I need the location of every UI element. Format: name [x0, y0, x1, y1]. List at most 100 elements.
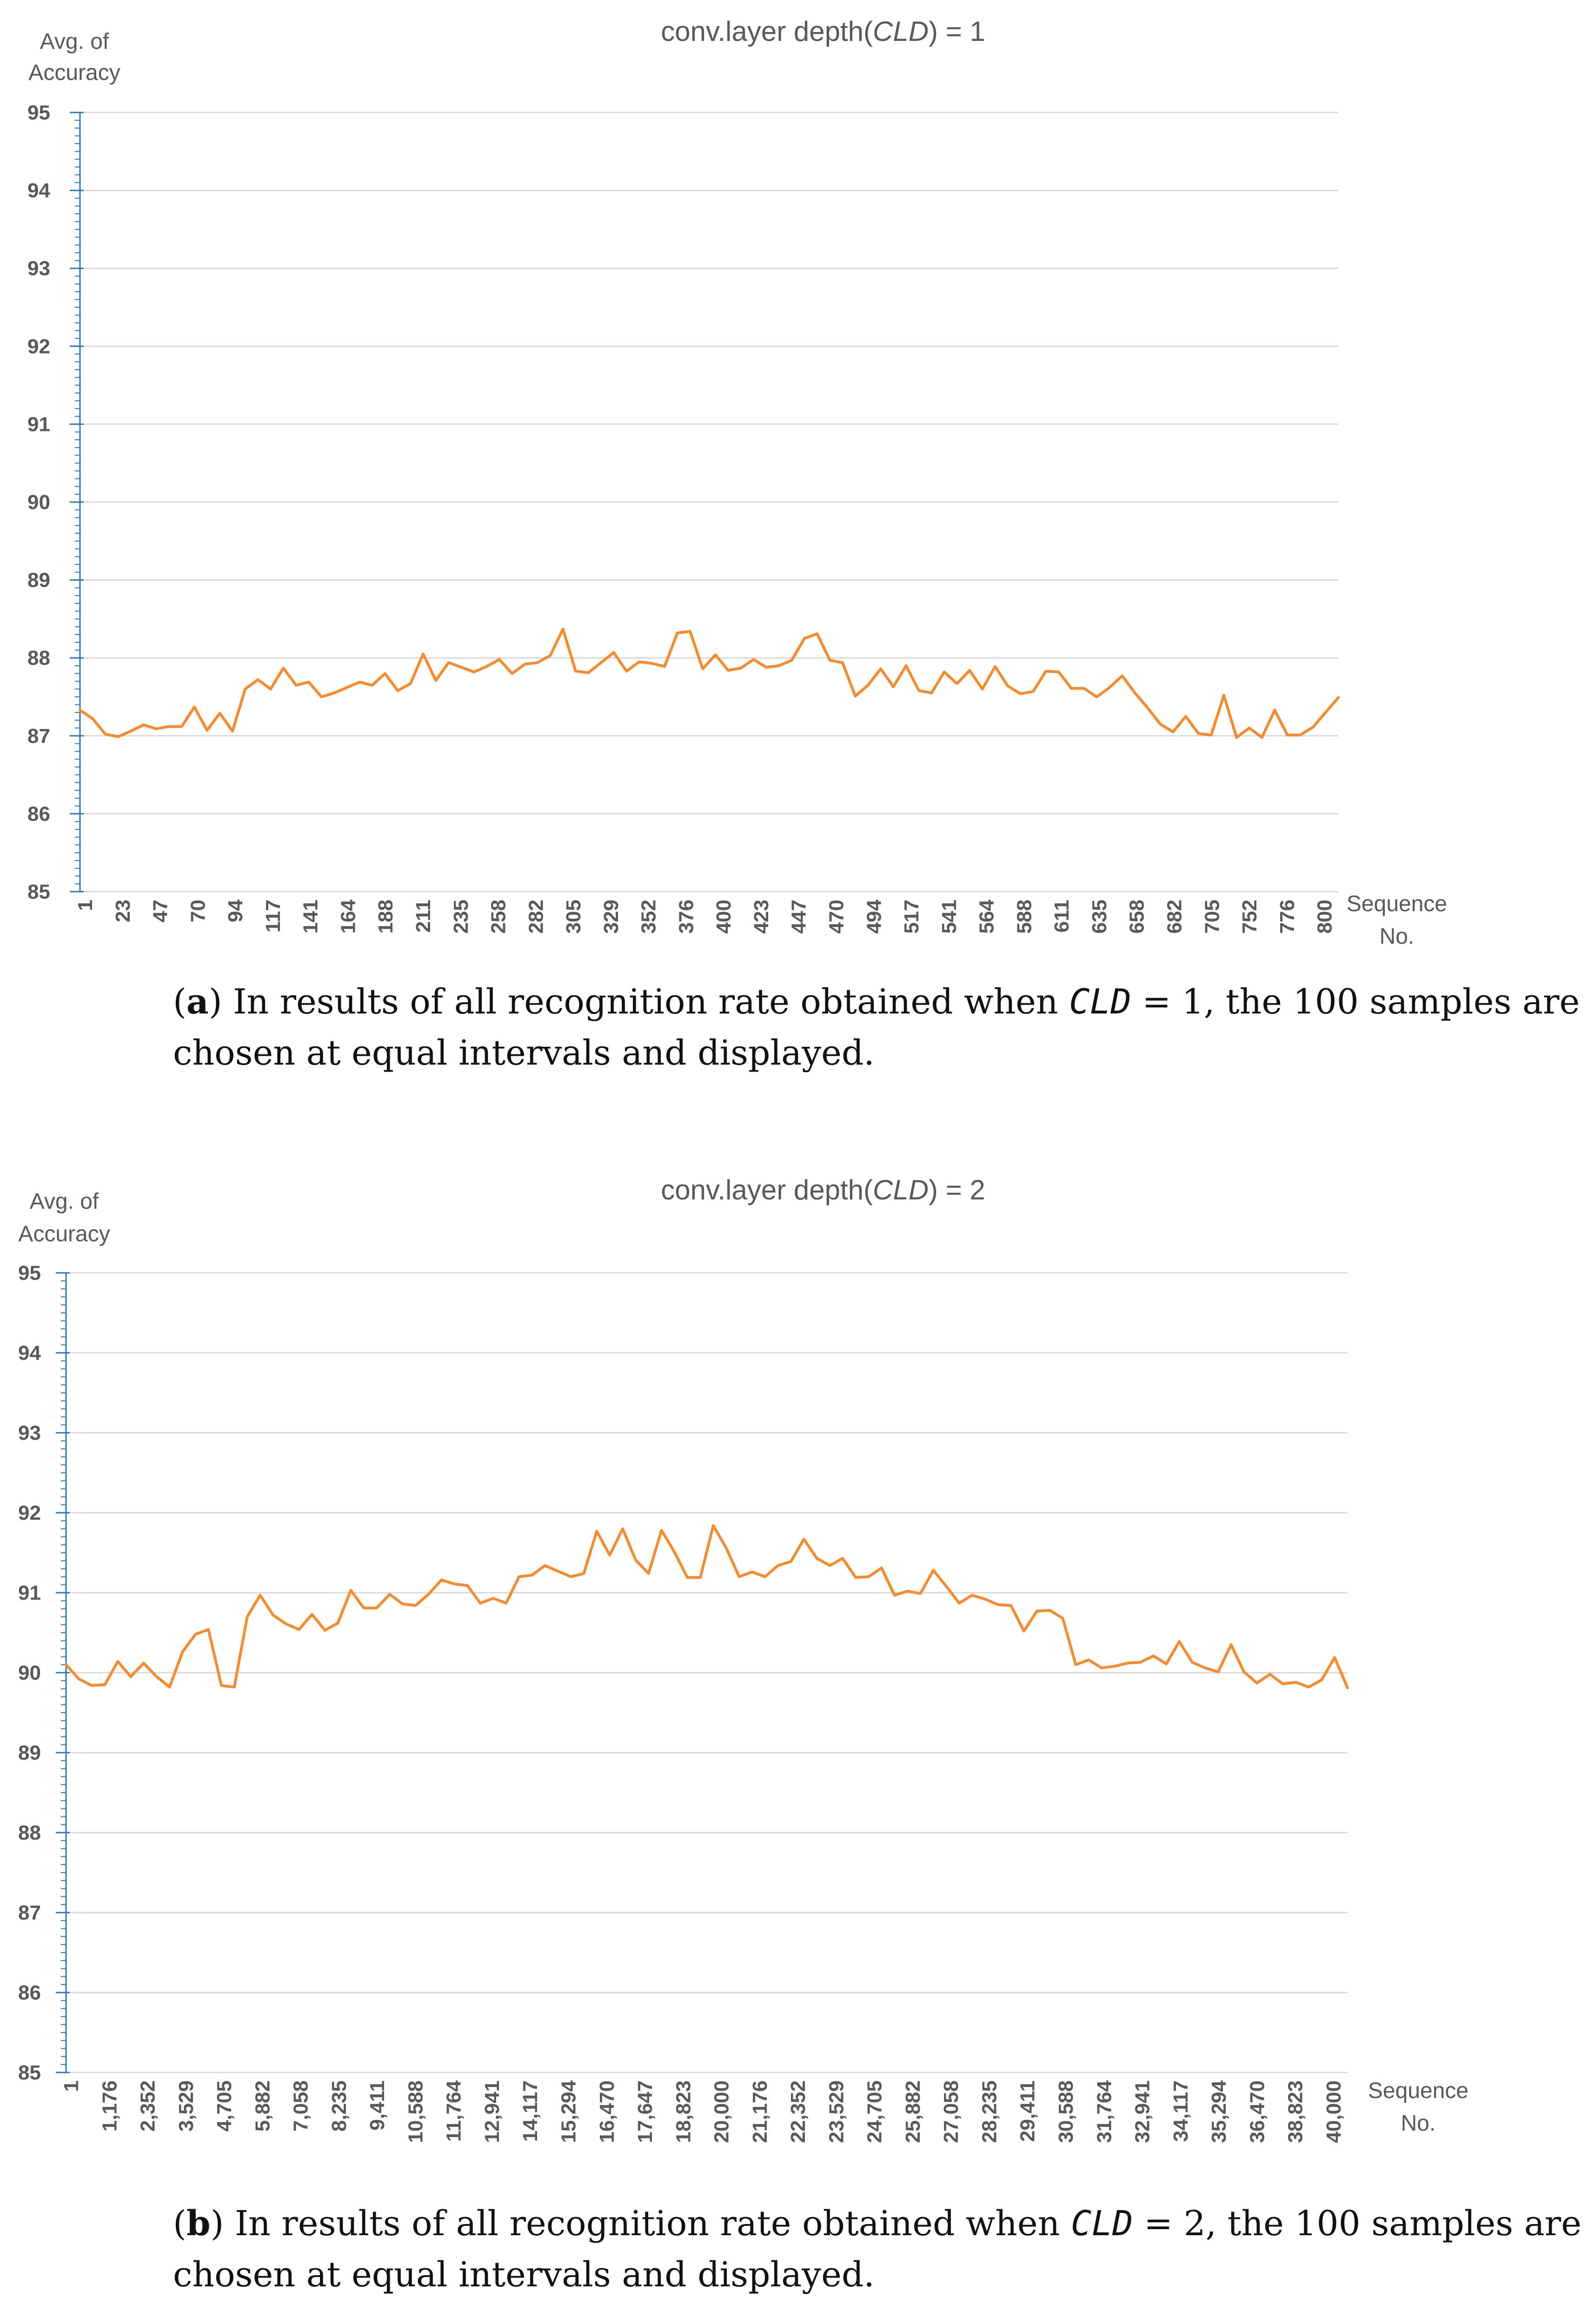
data-point	[790, 1561, 792, 1563]
data-point	[945, 1585, 947, 1587]
data-point	[333, 692, 335, 694]
data-point	[816, 1557, 818, 1559]
data-point	[1172, 731, 1174, 733]
x-tick-label: 38,823	[1284, 2080, 1307, 2143]
x-tick-label: 141	[299, 900, 322, 934]
data-point	[969, 669, 970, 671]
data-point	[702, 668, 704, 670]
x-tick-label: 282	[525, 900, 547, 934]
data-point	[1178, 1641, 1180, 1642]
data-point	[363, 1607, 365, 1609]
data-point	[562, 628, 564, 630]
data-point	[738, 1576, 740, 1578]
data-point	[422, 653, 424, 655]
data-point	[570, 1576, 572, 1578]
x-tick-label: 9,411	[366, 2080, 389, 2131]
data-point	[272, 1614, 274, 1616]
data-point	[531, 1574, 533, 1576]
data-point	[1020, 693, 1022, 695]
x-tick-label: 47	[149, 900, 172, 922]
x-tick-label: 447	[788, 900, 810, 934]
x-tick-label: 5,882	[251, 2080, 274, 2132]
data-point	[677, 632, 678, 634]
x-tick-label: 28,235	[978, 2080, 1001, 2143]
data-point	[1321, 1679, 1322, 1681]
data-point	[673, 1551, 675, 1553]
x-tick-label: 35,294	[1208, 2080, 1230, 2143]
x-tick-label: 517	[900, 900, 923, 934]
data-point	[415, 1605, 417, 1606]
y-tick-label: 88	[27, 647, 50, 669]
data-point	[1049, 1609, 1051, 1611]
chart-b: conv.layer depth(CLD) = 2 Avg. of Accura…	[18, 1174, 1468, 2143]
x-tick-label: 40,000	[1322, 2080, 1345, 2143]
data-point	[498, 659, 500, 661]
data-point	[233, 1686, 235, 1688]
data-point	[932, 1569, 934, 1571]
data-point	[686, 1576, 688, 1578]
data-point	[182, 1651, 183, 1653]
y-axis	[70, 112, 84, 893]
x-tick-label: 23,529	[825, 2080, 848, 2143]
data-point	[1347, 1687, 1348, 1689]
y-axis-label-line1: Avg. of	[30, 1189, 99, 1214]
data-point	[596, 1530, 598, 1532]
data-point	[91, 1685, 93, 1686]
data-point	[117, 736, 119, 737]
data-point	[1062, 1617, 1064, 1619]
y-tick-label: 90	[27, 491, 50, 514]
x-tick-label: 800	[1314, 900, 1336, 934]
data-point	[389, 1593, 391, 1595]
data-point	[1165, 1663, 1167, 1665]
x-tick-label: 164	[337, 899, 359, 934]
data-point	[664, 666, 665, 668]
data-point	[1223, 695, 1225, 696]
data-point	[1337, 697, 1339, 699]
y-tick-label: 86	[18, 1981, 41, 2004]
data-point	[511, 673, 513, 675]
data-point	[143, 724, 145, 726]
data-point	[958, 1602, 960, 1604]
y-axis-label-line1: Avg. of	[40, 29, 109, 54]
x-tick-label: 14,117	[519, 2080, 542, 2142]
data-point	[537, 662, 538, 663]
data-point	[855, 1576, 857, 1578]
data-point	[440, 1579, 442, 1581]
data-point	[712, 1525, 714, 1526]
data-point	[984, 1598, 986, 1600]
x-tick-label: 376	[675, 900, 697, 934]
data-point	[689, 630, 691, 632]
x-tick-label: 329	[600, 900, 623, 934]
data-point	[842, 1557, 843, 1559]
x-tick-label: 1	[74, 900, 97, 911]
data-point	[778, 665, 780, 667]
chart-a: conv.layer depth(CLD) = 1 Avg. of Accura…	[27, 16, 1447, 949]
caption-a: (a) In results of all recognition rate o…	[173, 982, 1580, 1073]
y-tick-label: 87	[18, 1901, 41, 1924]
x-tick-label: 15,294	[557, 2080, 580, 2143]
data-point	[557, 1570, 559, 1572]
data-point	[919, 1593, 921, 1595]
data-point	[435, 680, 437, 682]
data-point	[600, 662, 602, 663]
data-point	[105, 733, 106, 735]
data-point	[320, 696, 322, 698]
data-point	[982, 688, 983, 690]
data-point	[181, 726, 183, 728]
data-point	[625, 670, 627, 672]
data-point	[829, 659, 831, 661]
data-point	[324, 1629, 326, 1631]
data-point	[1308, 1686, 1309, 1688]
y-tick-label: 94	[18, 1342, 41, 1364]
y-tick-label: 93	[27, 257, 50, 280]
data-point	[156, 1676, 158, 1678]
data-point	[244, 688, 246, 690]
data-point	[842, 662, 843, 663]
data-point	[1101, 1667, 1103, 1669]
data-point	[460, 666, 462, 668]
data-point	[194, 1633, 196, 1635]
x-tick-label: 17,647	[634, 2080, 657, 2143]
x-tick-label: 470	[825, 900, 848, 934]
data-point	[740, 667, 742, 669]
